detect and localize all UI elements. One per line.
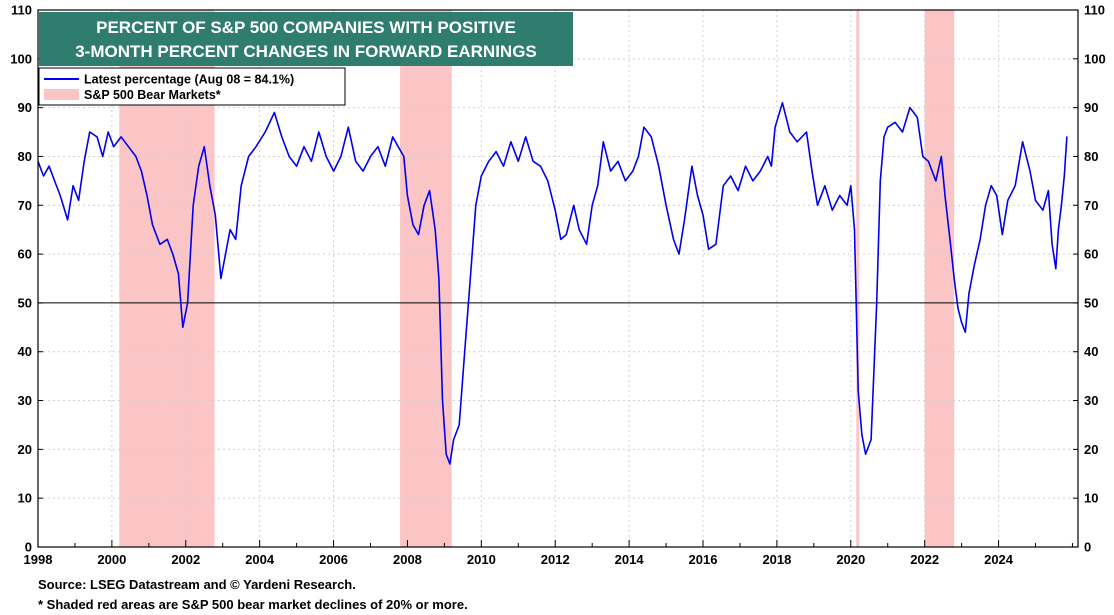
y-tick-label-left-0: 0 xyxy=(25,540,32,555)
legend-box xyxy=(38,67,346,106)
y-tick-label-left-70: 70 xyxy=(18,198,32,213)
plot-frame xyxy=(37,9,1079,548)
y-tick-label-right-80: 80 xyxy=(1084,149,1098,164)
y-tick-label-right-20: 20 xyxy=(1084,442,1098,457)
legend: Latest percentage (Aug 08 = 84.1%) S&P 5… xyxy=(38,67,346,106)
x-tick-label-2024: 2024 xyxy=(984,552,1014,567)
x-tick-label-1998: 1998 xyxy=(24,552,53,567)
y-tick-label-right-0: 0 xyxy=(1084,540,1091,555)
chart-title: PERCENT OF S&P 500 COMPANIES WITH POSITI… xyxy=(39,12,573,66)
bear-market-band-4 xyxy=(924,10,955,547)
legend-swatch-bear xyxy=(44,89,79,100)
legend-label-bear: S&P 500 Bear Markets* xyxy=(84,88,221,102)
y-tick-label-left-10: 10 xyxy=(18,491,32,506)
bear-market-band-3 xyxy=(856,10,860,547)
x-tick-label-2010: 2010 xyxy=(467,552,496,567)
y-axis-right: 0 10 20 30 40 50 60 70 80 90 100 110 xyxy=(1073,3,1106,555)
x-tick-label-2000: 2000 xyxy=(97,552,126,567)
x-tick-label-2014: 2014 xyxy=(615,552,645,567)
y-tick-label-right-70: 70 xyxy=(1084,198,1098,213)
y-tick-label-right-100: 100 xyxy=(1084,51,1106,66)
y-tick-label-left-90: 90 xyxy=(18,100,32,115)
y-tick-label-left-80: 80 xyxy=(18,149,32,164)
y-tick-label-right-40: 40 xyxy=(1084,344,1098,359)
y-tick-label-right-110: 110 xyxy=(1084,3,1105,18)
footnote: * Shaded red areas are S&P 500 bear mark… xyxy=(38,597,468,612)
legend-label-series: Latest percentage (Aug 08 = 84.1%) xyxy=(84,73,294,87)
y-tick-label-right-60: 60 xyxy=(1084,247,1098,262)
title-line-1: PERCENT OF S&P 500 COMPANIES WITH POSITI… xyxy=(96,18,516,37)
x-tick-label-2008: 2008 xyxy=(393,552,422,567)
x-tick-label-2020: 2020 xyxy=(836,552,865,567)
y-tick-label-left-40: 40 xyxy=(18,344,32,359)
x-tick-label-2022: 2022 xyxy=(910,552,939,567)
x-tick-label-2018: 2018 xyxy=(762,552,791,567)
x-tick-label-2016: 2016 xyxy=(689,552,718,567)
y-tick-label-right-90: 90 xyxy=(1084,100,1098,115)
y-tick-label-right-50: 50 xyxy=(1084,295,1098,310)
y-tick-label-right-30: 30 xyxy=(1084,393,1098,408)
y-tick-label-right-10: 10 xyxy=(1084,491,1098,506)
y-tick-label-left-110: 110 xyxy=(11,3,32,18)
x-tick-label-2006: 2006 xyxy=(319,552,348,567)
x-tick-label-2004: 2004 xyxy=(245,552,275,567)
y-tick-label-left-100: 100 xyxy=(10,51,32,66)
title-box xyxy=(39,12,573,66)
y-tick-label-left-30: 30 xyxy=(18,393,32,408)
y-tick-label-left-60: 60 xyxy=(18,247,32,262)
x-tick-label-2002: 2002 xyxy=(171,552,200,567)
x-axis: 1998 2000 2002 2004 2006 2008 2010 2012 2014 2016… xyxy=(24,540,1073,567)
y-axis-left: 0 10 20 30 40 50 60 70 80 90 100 110 xyxy=(10,3,43,555)
bear-market-band-2 xyxy=(400,10,452,547)
title-line-2: 3-MONTH PERCENT CHANGES IN FORWARD EARNI… xyxy=(75,42,537,61)
source-note: Source: LSEG Datastream and © Yardeni Re… xyxy=(38,577,356,592)
y-tick-label-left-50: 50 xyxy=(18,295,32,310)
x-tick-label-2012: 2012 xyxy=(541,552,570,567)
series-line-latest-percentage xyxy=(37,102,1068,465)
y-tick-label-left-20: 20 xyxy=(18,442,32,457)
